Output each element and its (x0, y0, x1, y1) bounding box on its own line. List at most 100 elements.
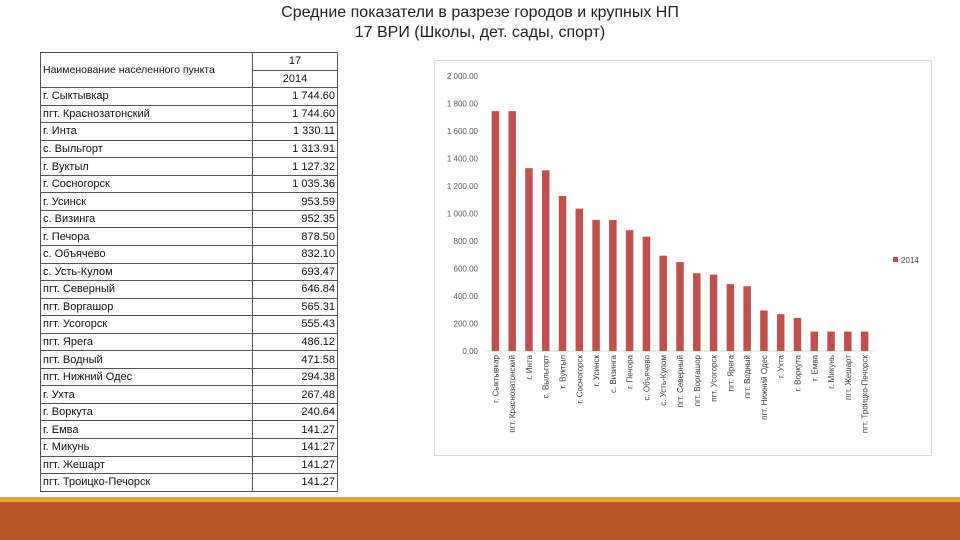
page-title: Средние показатели в разрезе городов и к… (0, 3, 960, 43)
row-name-cell: пгт. Краснозатонский (40, 104, 253, 124)
x-category-label: г. Сыктывкар (491, 354, 500, 402)
y-tick-label: 200.00 (454, 320, 479, 329)
x-category-label: г. Ухта (777, 354, 786, 378)
row-name-cell: г. Сыктывкар (40, 87, 253, 106)
row-name-cell: пгт. Водный (40, 350, 253, 369)
x-category-label: с. Усть-Кулом (659, 355, 668, 406)
x-category-label: пгт. Усогорск (710, 355, 719, 402)
row-value-cell: 1 313.91 (252, 139, 338, 159)
table-row: г. Микунь 141.27 (40, 438, 338, 457)
bar (693, 273, 701, 351)
bar (558, 195, 567, 351)
bar (491, 111, 500, 352)
row-value-cell: 1 127.32 (252, 157, 338, 176)
row-name-cell: с. Визинга (40, 209, 253, 229)
x-category-label: г. Емва (810, 354, 819, 380)
row-value-cell: 294.38 (252, 367, 338, 387)
row-value-cell: 693.47 (252, 262, 338, 282)
x-category-label: пгт. Троицко-Печорск (861, 355, 870, 434)
y-tick-label: 1 600.00 (447, 127, 479, 136)
row-value-cell: 953.59 (252, 192, 338, 211)
row-value-cell: 646.84 (252, 280, 338, 299)
row-value-cell: 141.27 (252, 438, 338, 457)
table-header-row-top: Наименование населенного пункта 17 (40, 51, 338, 89)
col-value-header-top: 17 (252, 52, 338, 71)
table-row: с. Выльгорт 1 313.91 (40, 139, 338, 159)
row-value-cell: 267.48 (252, 385, 338, 404)
row-name-cell: пгт. Нижний Одес (40, 367, 253, 387)
row-value-cell: 565.31 (252, 297, 338, 317)
x-category-label: пгт. Ярега (726, 354, 735, 391)
bar (827, 331, 835, 351)
y-tick-label: 800.00 (454, 237, 479, 246)
bottom-accent-line (0, 497, 960, 502)
x-category-label: с. Объячево (642, 354, 651, 400)
row-name-cell: г. Ухта (40, 385, 253, 404)
bar (625, 230, 634, 351)
table-row: г. Сосногорск 1 035.36 (40, 174, 338, 194)
bar (659, 255, 667, 351)
y-tick-label: 1 400.00 (447, 155, 479, 164)
table-row: пгт. Жешарт 141.27 (40, 455, 338, 475)
bar (844, 331, 852, 351)
row-value-cell: 555.43 (252, 315, 338, 334)
legend-label: 2014 (901, 256, 919, 265)
table-row: г. Инта 1 330.11 (40, 122, 338, 141)
table-row: с. Объячево 832.10 (40, 245, 338, 264)
row-name-cell: пгт. Троицко-Печорск (40, 473, 253, 492)
bar (592, 219, 600, 351)
bar (793, 317, 802, 351)
table-row: г. Вуктыл 1 127.32 (40, 157, 338, 176)
row-name-cell: пгт. Северный (40, 280, 253, 299)
table-row: пгт. Водный 471.58 (40, 350, 338, 369)
row-name-cell: г. Вуктыл (40, 157, 253, 176)
bar (508, 111, 516, 352)
row-name-cell: с. Выльгорт (40, 139, 253, 159)
x-category-label: г. Печора (626, 354, 635, 388)
row-value-cell: 141.27 (252, 420, 338, 440)
row-value-cell: 832.10 (252, 245, 338, 264)
table-row: г. Сыктывкар 1 744.60 (40, 87, 338, 106)
table-row: пгт. Воргашор 565.31 (40, 297, 338, 317)
bar (860, 331, 869, 351)
chart-frame: 2 000.00 1 800.00 1 600.00 1 400.00 1 200.00… (434, 60, 932, 456)
col-name-header: Наименование населенного пункта (40, 51, 253, 89)
row-name-cell: г. Микунь (40, 438, 253, 457)
row-name-cell: с. Объячево (40, 245, 253, 264)
row-name-cell: пгт. Жешарт (40, 455, 253, 475)
table-row: пгт. Нижний Одес 294.38 (40, 367, 338, 387)
y-tick-label: 600.00 (454, 265, 479, 274)
col-value-header-bottom: 2014 (252, 69, 338, 89)
bar (642, 236, 651, 351)
bar (541, 170, 550, 351)
title-line-1: Средние показатели в разрезе городов и к… (281, 4, 679, 21)
row-value-cell: 1 035.36 (252, 174, 338, 194)
bar (525, 168, 533, 351)
x-category-label: г. Сосногорск (575, 355, 584, 404)
table-row: пгт. Ярега 486.12 (40, 332, 338, 352)
title-line-2: 17 ВРИ (Школы, дет. сады, спорт) (354, 24, 606, 41)
x-category-label: г. Воркута (793, 354, 802, 391)
x-category-label: пгт. Нижний Одес (760, 355, 769, 420)
bar (810, 331, 819, 351)
x-category-label: г. Микунь (827, 355, 836, 389)
row-name-cell: г. Сосногорск (40, 174, 253, 194)
row-value-cell: 240.64 (252, 402, 338, 422)
bar (676, 262, 684, 351)
x-category-label: пгт. Северный (676, 355, 685, 407)
row-name-cell: с. Усть-Кулом (40, 262, 253, 282)
row-value-cell: 141.27 (252, 455, 338, 475)
bar (575, 208, 584, 351)
table-row: г. Воркута 240.64 (40, 402, 338, 422)
row-value-cell: 1 330.11 (252, 122, 338, 141)
table-row: пгт. Троицко-Печорск 141.27 (40, 473, 338, 492)
bar (726, 284, 735, 351)
y-tick-label: 400.00 (454, 292, 479, 301)
row-value-cell: 471.58 (252, 350, 338, 369)
x-category-label: пгт. Краснозатонский (508, 355, 517, 433)
legend-swatch (893, 257, 898, 262)
table-row: г. Емва 141.27 (40, 420, 338, 440)
y-tick-label: 1 200.00 (447, 182, 479, 191)
y-tick-label: 1 000.00 (447, 210, 479, 219)
row-value-cell: 141.27 (252, 473, 338, 492)
